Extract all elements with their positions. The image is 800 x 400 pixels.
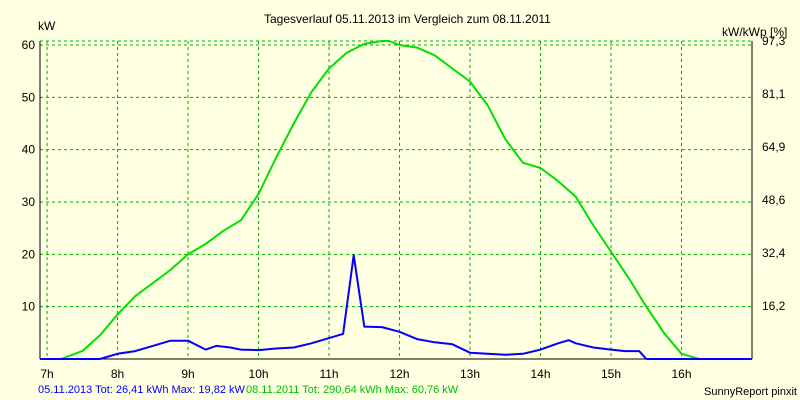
x-tick-label: 8h: [111, 367, 124, 381]
chart-title: Tagesverlauf 05.11.2013 im Vergleich zum…: [264, 12, 551, 26]
series-line-1: [40, 254, 752, 360]
left-axis-unit: kW: [38, 19, 56, 33]
y-right-tick-label: 16,2: [762, 299, 786, 313]
x-tick-label: 10h: [249, 367, 269, 381]
y-right-tick-label: 81,1: [762, 87, 786, 101]
y-left-tick-label: 60: [22, 38, 36, 52]
y-right-tick-label: 48,6: [762, 193, 786, 207]
right-axis-unit: kW/kWp [%]: [722, 25, 788, 39]
x-tick-label: 9h: [181, 367, 194, 381]
x-tick-label: 14h: [530, 367, 550, 381]
y-left-tick-label: 50: [22, 90, 36, 104]
x-tick-label: 13h: [460, 367, 480, 381]
credit-text: SunnyReport pinxit: [704, 386, 797, 398]
plot-area: [40, 41, 752, 359]
x-tick-label: 7h: [40, 367, 53, 381]
y-right-tick-label: 32,4: [762, 246, 786, 260]
y-right-tick-label: 64,9: [762, 140, 786, 154]
legend-blue-summary: 05.11.2013 Tot: 26,41 kWh Max: 19,82 kW: [38, 384, 245, 396]
y-right-tick-label: 97,3: [762, 34, 786, 48]
x-tick-label: 15h: [601, 367, 621, 381]
series-line-2: [40, 40, 752, 360]
y-left-tick-label: 10: [22, 300, 36, 314]
x-tick-label: 11h: [319, 367, 338, 381]
x-tick-label: 16h: [671, 367, 691, 381]
y-left-tick-label: 40: [22, 143, 36, 157]
legend-green-summary: 08.11.2011 Tot: 290,64 kWh Max: 60,76 kW: [246, 384, 459, 396]
y-left-tick-label: 20: [22, 247, 36, 261]
y-left-tick-label: 30: [22, 195, 36, 209]
x-tick-label: 12h: [390, 367, 410, 381]
